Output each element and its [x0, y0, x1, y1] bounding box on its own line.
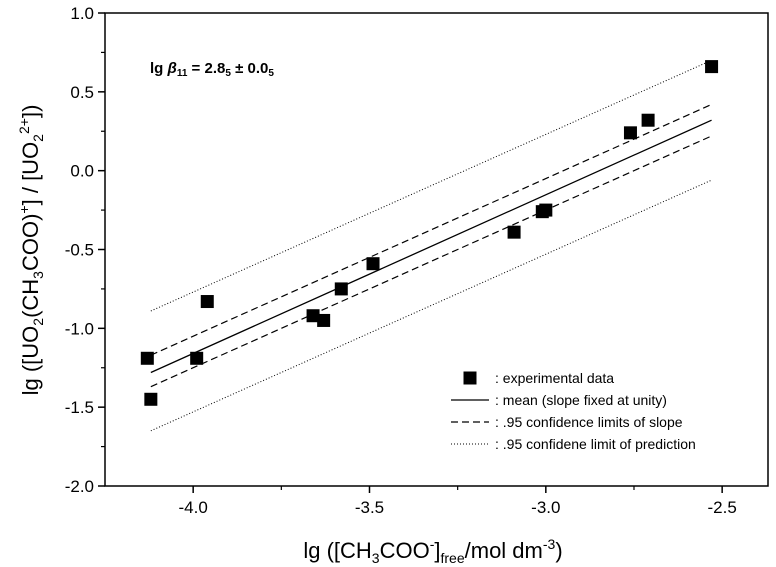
- series-line-dashed: [150, 135, 712, 388]
- data-point: [623, 126, 637, 140]
- legend-label: : .95 confidene limit of prediction: [495, 436, 696, 452]
- y-tick-label: 1.0: [70, 4, 94, 23]
- series-line-dashed: [150, 103, 712, 356]
- data-point: [140, 351, 154, 365]
- legend-label: : mean (slope fixed at unity): [495, 392, 667, 408]
- y-axis-title: lg ([UO2(CH3COO)+] / [UO22+]): [16, 105, 46, 396]
- y-tick-label: 0.0: [70, 162, 94, 181]
- data-point: [190, 351, 204, 365]
- x-tick-label: -3.0: [531, 498, 560, 517]
- data-point: [507, 225, 521, 239]
- data-point: [705, 60, 719, 74]
- x-tick-label: -3.5: [355, 498, 384, 517]
- chart-marks: -4.0 -3.5 -3.0 -2.5 -2.0 -1.5 -1.0 -0.5 0.0 0.5 1.…: [65, 4, 737, 517]
- legend-marker: [463, 371, 477, 385]
- legend-label: : experimental data: [495, 370, 614, 386]
- series-line-dotted: [150, 59, 712, 312]
- x-tick-label: -2.5: [708, 498, 737, 517]
- series-line-dotted: [150, 179, 712, 432]
- data-point: [366, 257, 380, 271]
- data-point: [144, 392, 158, 406]
- legend-label: : .95 confidence limits of slope: [495, 414, 683, 430]
- x-tick-label: -4.0: [179, 498, 208, 517]
- y-tick-label: -2.0: [65, 477, 94, 496]
- y-tick-label: 0.5: [70, 83, 94, 102]
- y-tick-label: -1.0: [65, 319, 94, 338]
- y-tick-label: -1.5: [65, 398, 94, 417]
- annotation-lg-beta: lg β11 = 2.85 ± 0.05: [150, 60, 274, 79]
- y-tick-label: -0.5: [65, 241, 94, 260]
- data-point: [200, 295, 214, 309]
- data-point: [317, 313, 331, 327]
- data-point: [641, 113, 655, 127]
- series-line-solid: [150, 119, 712, 374]
- x-axis-title: lg ([CH3COO-]free/mol dm-3): [303, 536, 562, 566]
